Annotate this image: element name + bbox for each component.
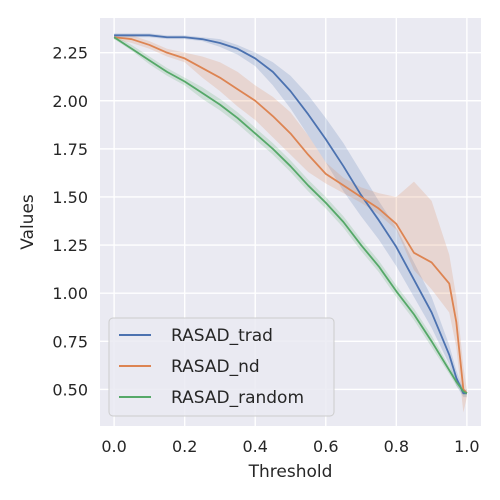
y-axis-ticks: 0.50 0.75 1.00 1.25 1.50 1.75 2.00 2.25 <box>52 44 88 400</box>
legend: RASAD_trad RASAD_nd RASAD_random <box>108 317 335 417</box>
y-tick-label: 1.75 <box>52 140 88 159</box>
y-tick-label: 1.25 <box>52 236 88 255</box>
series-lines <box>113 34 468 395</box>
y-axis-label: Values <box>18 194 38 250</box>
legend-label: RASAD_nd <box>171 357 260 377</box>
y-tick-label: 1.00 <box>52 284 88 303</box>
confidence-band-0 <box>114 33 467 398</box>
series-line-0 <box>114 34 467 395</box>
y-tick-label: 2.25 <box>52 44 88 63</box>
y-tick-label: 2.00 <box>52 92 88 111</box>
x-axis-label: Threshold <box>248 462 333 482</box>
x-tick-label: 0.6 <box>313 437 338 456</box>
series-line-2 <box>113 36 468 395</box>
y-tick-label: 0.50 <box>52 380 88 399</box>
y-tick-label: 1.50 <box>52 188 88 207</box>
x-tick-label: 0.0 <box>101 437 126 456</box>
legend-box <box>108 317 335 417</box>
y-tick-label: 0.75 <box>52 332 88 351</box>
x-tick-label: 0.2 <box>172 437 197 456</box>
x-tick-label: 0.8 <box>384 437 409 456</box>
x-tick-label: 1.0 <box>454 437 479 456</box>
series-line-1 <box>114 36 468 394</box>
x-axis-ticks: 0.0 0.2 0.4 0.6 0.8 1.0 <box>101 437 479 456</box>
legend-label: RASAD_trad <box>171 326 273 346</box>
x-tick-label: 0.4 <box>242 437 267 456</box>
legend-label: RASAD_random <box>171 388 304 408</box>
